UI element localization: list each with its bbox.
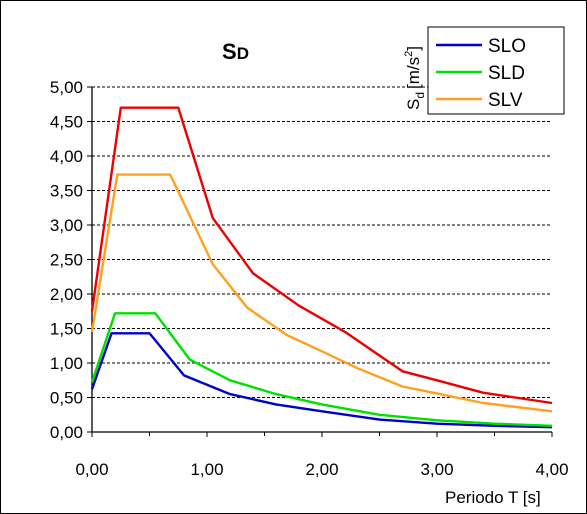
y-tick-label: 3,00 [50, 216, 83, 235]
y-tick-label: 4,00 [50, 147, 83, 166]
series-line [90, 332, 553, 429]
y-tick-label: 5,00 [50, 78, 83, 97]
x-tick-labels: 0,00 1,00 2,00 3,00 4,00 [75, 460, 568, 479]
x-tick-label: 0,00 [75, 460, 108, 479]
axes [87, 86, 553, 437]
legend: SLO SLD SLV [427, 26, 565, 115]
y-tick-label: 4,50 [50, 113, 83, 132]
x-tick-label: 4,00 [535, 460, 568, 479]
legend-label: SLO [488, 36, 526, 57]
y-tick-label: 0,50 [50, 389, 83, 408]
chart-title: SD [222, 39, 249, 64]
x-tick-label: 2,00 [305, 460, 338, 479]
y-axis-label: Sd[m/s2] [403, 46, 427, 110]
legend-label: SLV [488, 90, 523, 111]
legend-label: SLD [488, 63, 525, 84]
y-tick-label: 0,00 [50, 423, 83, 442]
y-tick-label: 1,50 [50, 320, 83, 339]
series-lines [90, 106, 553, 429]
x-tick-label: 1,00 [190, 460, 223, 479]
y-tick-label: 2,50 [50, 251, 83, 270]
series-line [90, 173, 553, 413]
x-axis-label: Periodo T [s] [445, 488, 541, 507]
grid-lines [92, 86, 552, 398]
y-tick-label: 1,00 [50, 354, 83, 373]
series-line [90, 106, 553, 405]
x-tick-label: 3,00 [420, 460, 453, 479]
y-tick-label: 3,50 [50, 182, 83, 201]
series-line [90, 312, 553, 427]
y-tick-label: 2,00 [50, 285, 83, 304]
y-tick-labels: 0,00 0,50 1,00 1,50 2,00 2,50 3,00 3,50 4,00 4,50… [50, 78, 83, 442]
